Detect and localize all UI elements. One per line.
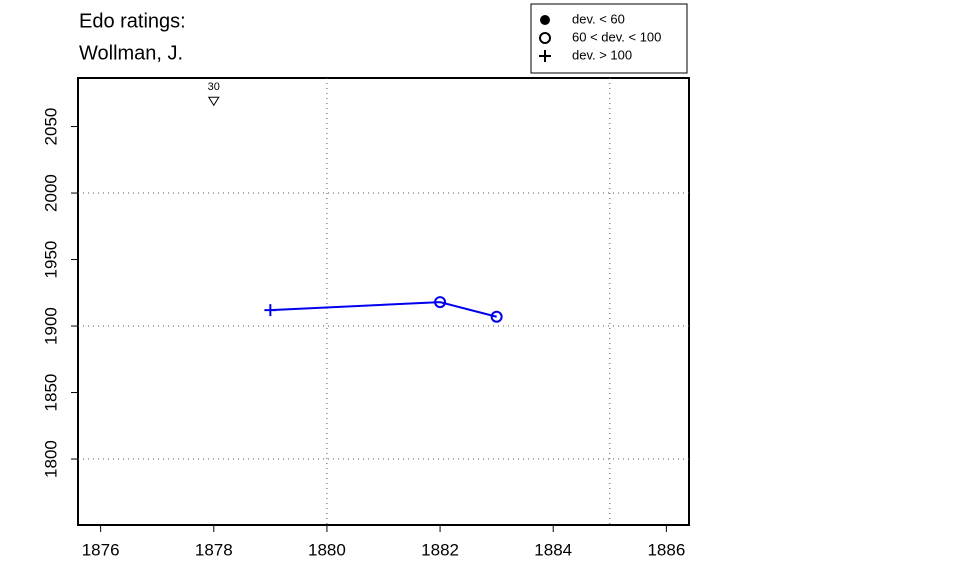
chart-title: Edo ratings: bbox=[79, 10, 186, 32]
legend-label: dev. < 60 bbox=[572, 11, 625, 26]
point bbox=[207, 96, 220, 107]
y-tick-label: 2050 bbox=[41, 108, 60, 146]
x-tick-label: 1876 bbox=[82, 540, 120, 559]
y-tick-label: 1900 bbox=[41, 307, 60, 345]
point bbox=[264, 304, 277, 317]
y-tick-label: 1950 bbox=[41, 241, 60, 279]
x-tick-label: 1878 bbox=[195, 540, 233, 559]
point bbox=[540, 15, 550, 25]
x-tick-label: 1882 bbox=[421, 540, 459, 559]
chart-title: Wollman, J. bbox=[79, 42, 183, 64]
y-tick-label: 1800 bbox=[41, 440, 60, 478]
plot-frame bbox=[77, 77, 690, 526]
x-tick-label: 1884 bbox=[534, 540, 572, 559]
line bbox=[270, 301, 497, 318]
annotation-label: 30 bbox=[208, 81, 220, 93]
point bbox=[539, 50, 551, 62]
point bbox=[434, 296, 447, 309]
legend-label: dev. > 100 bbox=[572, 47, 632, 62]
y-tick-label: 1850 bbox=[41, 374, 60, 412]
y-tick-label: 2000 bbox=[41, 174, 60, 212]
point bbox=[490, 310, 503, 323]
legend-label: 60 < dev. < 100 bbox=[572, 29, 661, 44]
legend-box bbox=[530, 3, 688, 74]
point bbox=[539, 32, 551, 44]
x-tick-label: 1880 bbox=[308, 540, 346, 559]
x-tick-label: 1886 bbox=[647, 540, 685, 559]
